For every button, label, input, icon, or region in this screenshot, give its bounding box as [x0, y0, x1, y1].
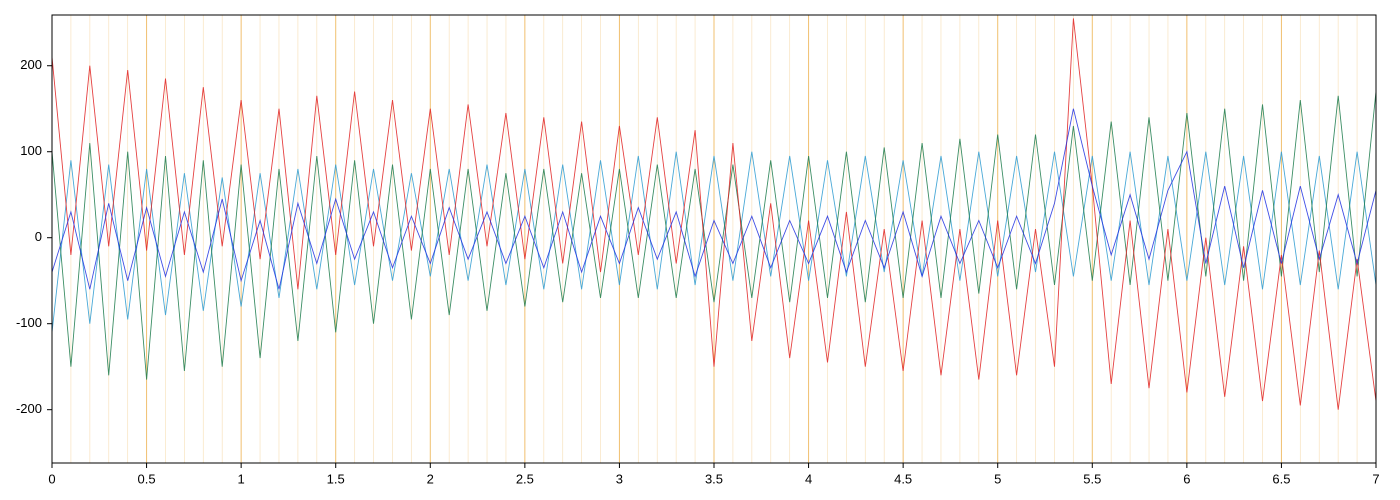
x-tick-label: 3	[616, 471, 623, 486]
x-tick-label: 1.5	[327, 471, 345, 486]
signal-line	[51, 108, 1377, 290]
x-tick-label: 6	[1183, 471, 1190, 486]
x-tick-label: 0.5	[138, 471, 156, 486]
x-tick-label: 5.5	[1083, 471, 1101, 486]
x-tick-label: 4.5	[894, 471, 912, 486]
x-tick-label: 2.5	[516, 471, 534, 486]
x-tick-label: 0	[48, 471, 55, 486]
signal-line	[51, 151, 1377, 333]
x-tick-label: 7	[1372, 471, 1379, 486]
y-tick-label: 100	[20, 143, 42, 158]
x-tick-label: 2	[427, 471, 434, 486]
signal-line	[51, 18, 1377, 410]
y-tick-label: 200	[20, 57, 42, 72]
y-tick-label: 0	[35, 229, 42, 244]
x-tick-label: 6.5	[1272, 471, 1290, 486]
x-tick-label: 4	[805, 471, 812, 486]
signal-line	[51, 91, 1377, 380]
x-tick-label: 1	[238, 471, 245, 486]
y-tick-label: -100	[16, 315, 42, 330]
x-tick-label: 3.5	[705, 471, 723, 486]
y-tick-label: -200	[16, 401, 42, 416]
x-tick-label: 5	[994, 471, 1001, 486]
